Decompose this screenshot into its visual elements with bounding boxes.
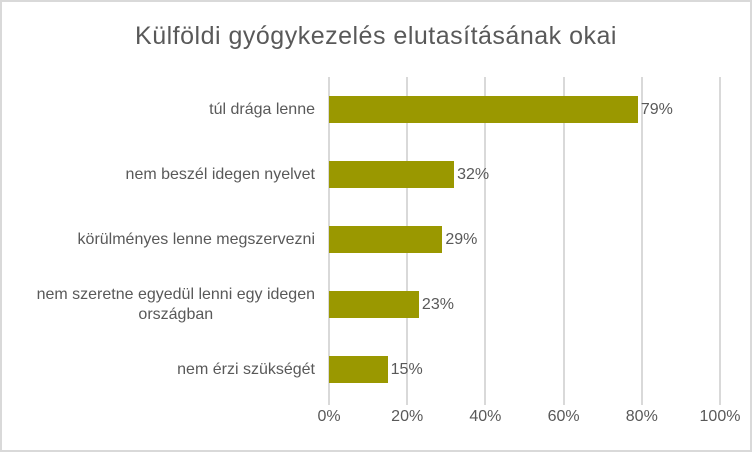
category-label: körülményes lenne megszervezni	[77, 230, 315, 248]
bar-value-label: 79%	[640, 100, 673, 118]
gridline	[640, 77, 643, 405]
bar-row: 29%	[329, 207, 720, 272]
category-cell: körülményes lenne megszervezni	[2, 207, 321, 272]
gridline	[484, 77, 487, 405]
category-cell: nem szeretne egyedül lenni egy idegen or…	[2, 272, 321, 337]
x-axis-tick-label: 80%	[625, 408, 658, 425]
chart-title: Külföldi gyógykezelés elutasításának oka…	[135, 22, 617, 50]
gridline	[562, 77, 565, 405]
bar-value-label: 23%	[421, 295, 454, 313]
bar	[329, 291, 419, 318]
plot-area: 79% 32% 29% 23% 15%	[328, 77, 721, 405]
bar	[329, 226, 443, 253]
category-label: nem beszél idegen nyelvet	[125, 165, 315, 183]
category-cell: nem beszél idegen nyelvet	[2, 142, 321, 207]
x-axis-tick-label: 40%	[469, 408, 502, 425]
bar	[329, 96, 638, 123]
x-axis-tick-label: 0%	[317, 408, 341, 425]
bar-value-label: 15%	[390, 360, 423, 378]
x-axis-tick-label: 60%	[547, 408, 580, 425]
category-label: nem érzi szükségét	[177, 360, 315, 378]
gridline	[719, 77, 721, 405]
x-axis-tick-label: 20%	[391, 408, 424, 425]
x-axis: 0% 20% 40% 60% 80% 100%	[317, 408, 740, 432]
bar-row: 79%	[329, 77, 720, 142]
bar-row: 23%	[329, 272, 720, 337]
category-label: nem szeretne egyedül lenni egy idegen or…	[36, 285, 315, 323]
bar-row: 15%	[329, 337, 720, 402]
bar-row: 32%	[329, 142, 720, 207]
category-axis: túl drága lenne nem beszél idegen nyelvet…	[2, 77, 321, 402]
bar-series: 79% 32% 29% 23% 15%	[329, 77, 720, 402]
x-axis-tick-label: 100%	[699, 408, 741, 425]
bar-value-label: 29%	[445, 230, 478, 248]
category-label: túl drága lenne	[209, 100, 315, 118]
category-cell: túl drága lenne	[2, 77, 321, 142]
bar	[329, 161, 455, 188]
category-cell: nem érzi szükségét	[2, 337, 321, 402]
bar	[329, 356, 388, 383]
bar-value-label: 32%	[457, 165, 490, 183]
